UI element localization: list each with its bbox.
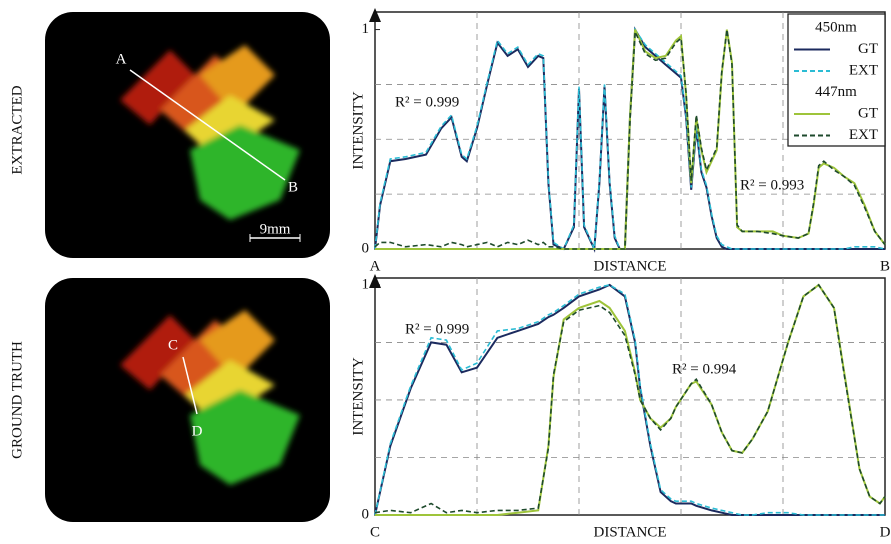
data-line <box>375 29 886 250</box>
y-axis-label: INTENSITY <box>350 91 366 169</box>
y-axis-label: INTENSITY <box>350 357 366 435</box>
marker-label: B <box>288 179 298 195</box>
marker-label: D <box>192 423 203 439</box>
x-tick-label: D <box>880 524 891 540</box>
legend-label: GT <box>858 41 878 57</box>
x-tick-label: A <box>370 258 381 274</box>
ground-truth-image: C D <box>45 278 330 522</box>
legend-label: EXT <box>849 62 878 78</box>
y-tick-label: 1 <box>362 276 370 292</box>
extracted-image: A B 9mm <box>45 12 330 258</box>
annotation: R² = 0.999 <box>395 94 459 110</box>
x-tick-label: B <box>880 258 890 274</box>
x-axis-label: DISTANCE <box>594 258 667 274</box>
data-line <box>374 284 885 516</box>
annotation: R² = 0.994 <box>672 361 737 377</box>
x-axis-label: DISTANCE <box>594 524 667 540</box>
y-tick-label: 0 <box>362 506 370 522</box>
marker-label: A <box>116 51 127 67</box>
axis-arrow <box>369 8 381 22</box>
panel-label: EXTRACTED <box>9 85 25 174</box>
panel-label: GROUND TRUTH <box>9 341 25 459</box>
legend-group: 450nm <box>815 19 857 35</box>
legend-label: GT <box>858 105 878 121</box>
data-line <box>374 283 886 514</box>
legend-box <box>787 13 886 147</box>
annotation: R² = 0.993 <box>740 177 804 193</box>
legend-label: EXT <box>849 127 878 143</box>
data-line <box>374 29 886 250</box>
y-tick-label: 1 <box>362 21 370 37</box>
axis-arrow <box>369 274 381 288</box>
y-tick-label: 0 <box>362 240 370 256</box>
x-tick-label: C <box>370 524 380 540</box>
scale-bar-label: 9mm <box>260 221 291 237</box>
marker-label: C <box>168 337 178 353</box>
annotation: R² = 0.999 <box>405 321 469 337</box>
legend-group: 447nm <box>815 84 857 100</box>
